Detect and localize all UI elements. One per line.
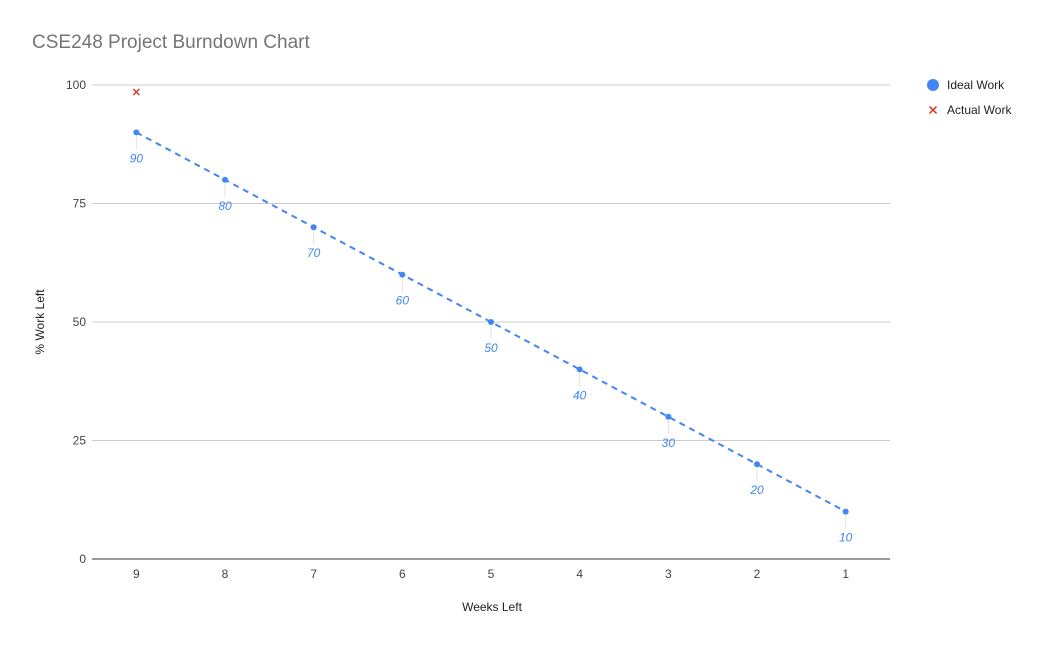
data-points <box>132 88 849 515</box>
x-tick-label-2: 2 <box>754 567 761 581</box>
data-point <box>310 224 317 231</box>
legend: Ideal Work Actual Work <box>927 78 1012 117</box>
data-point <box>665 413 672 420</box>
axes: 0 25 50 75 100 9 8 7 6 5 4 3 2 1 <box>66 78 890 581</box>
x-tick-label-8: 8 <box>222 567 229 581</box>
data-label: 50 <box>484 341 498 355</box>
legend-label: Actual Work <box>947 103 1012 117</box>
x-stroke <box>928 105 938 115</box>
trendline-0 <box>135 131 847 513</box>
x-axis-title: Weeks Left <box>462 600 522 614</box>
data-label: 60 <box>396 294 410 308</box>
y-tick-label-100: 100 <box>66 78 86 92</box>
data-point-x <box>132 88 140 96</box>
x-tick-label-3: 3 <box>665 567 672 581</box>
y-tick-label-0: 0 <box>79 552 86 566</box>
data-labels: 90 80 70 60 50 40 30 20 10 <box>130 136 853 545</box>
x-tick-label-5: 5 <box>488 567 495 581</box>
data-label: 30 <box>662 436 676 450</box>
x-tick-label-7: 7 <box>310 567 317 581</box>
x-stroke <box>132 88 140 96</box>
legend-marker-circle <box>927 79 939 91</box>
data-point <box>754 461 760 468</box>
data-point <box>576 366 583 373</box>
data-point <box>133 129 140 136</box>
x-tick-label-9: 9 <box>133 567 140 581</box>
data-label: 40 <box>573 388 587 402</box>
data-label: 20 <box>749 483 764 497</box>
legend-marker-x <box>928 105 938 115</box>
data-point <box>399 271 406 278</box>
x-tick-label-6: 6 <box>399 567 406 581</box>
y-tick-label-75: 75 <box>73 197 87 211</box>
y-tick-label-25: 25 <box>73 434 87 448</box>
y-tick-label-50: 50 <box>73 315 87 329</box>
data-point <box>488 319 494 325</box>
data-label: 90 <box>130 151 144 165</box>
y-axis-title: % Work Left <box>33 289 47 355</box>
chart-title: CSE248 Project Burndown Chart <box>32 32 310 53</box>
data-point <box>222 176 228 183</box>
data-label: 10 <box>839 531 853 545</box>
trendlines <box>135 131 847 513</box>
legend-label: Ideal Work <box>947 78 1005 92</box>
data-label: 70 <box>307 246 321 260</box>
x-tick-label-4: 4 <box>576 567 583 581</box>
data-label: 80 <box>218 199 232 213</box>
x-tick-label-1: 1 <box>842 567 849 581</box>
data-point <box>842 508 849 515</box>
gridlines <box>92 84 890 441</box>
